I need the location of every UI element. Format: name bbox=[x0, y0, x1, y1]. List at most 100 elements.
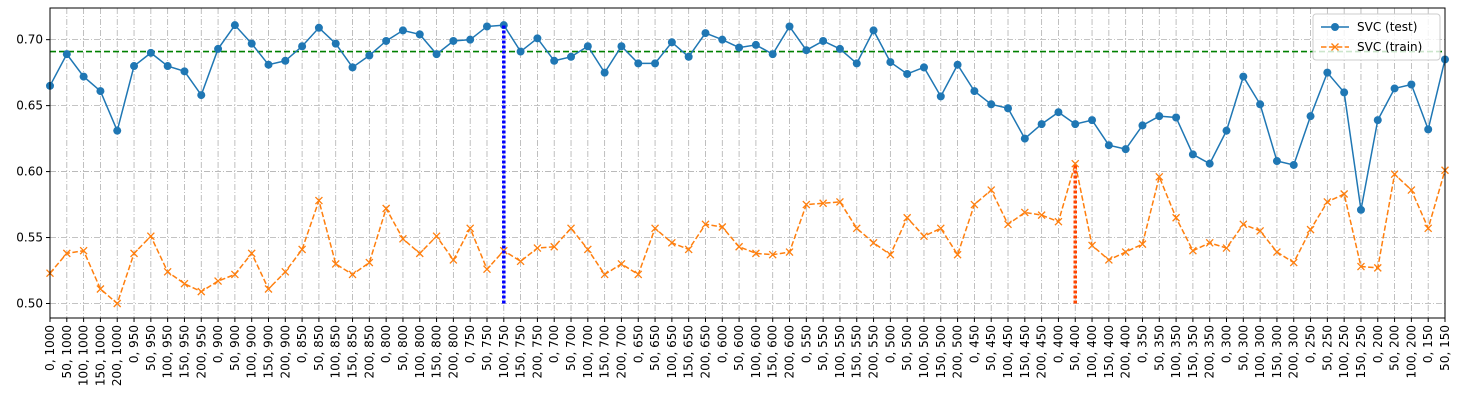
x-tick-label: 0, 750 bbox=[463, 325, 477, 363]
marker bbox=[331, 259, 340, 268]
marker bbox=[499, 21, 508, 30]
marker bbox=[1020, 134, 1029, 143]
marker bbox=[1121, 248, 1130, 257]
plot-frame bbox=[49, 7, 1446, 319]
marker bbox=[550, 242, 559, 251]
marker bbox=[146, 232, 155, 241]
marker bbox=[701, 29, 710, 38]
marker bbox=[247, 39, 256, 48]
marker bbox=[449, 36, 458, 45]
marker bbox=[197, 91, 206, 100]
marker bbox=[886, 250, 895, 259]
marker bbox=[382, 204, 391, 213]
x-tick-label: 100, 850 bbox=[329, 325, 343, 378]
x-tick-label: 50, 550 bbox=[816, 325, 830, 371]
marker bbox=[1004, 220, 1012, 229]
marker bbox=[970, 200, 979, 209]
x-tick-label: 200, 950 bbox=[194, 325, 208, 378]
x-tick-label: 50, 250 bbox=[1320, 325, 1334, 371]
x-tick-label: 50, 850 bbox=[312, 325, 326, 371]
x-tick-label: 150, 250 bbox=[1354, 325, 1368, 378]
marker bbox=[1289, 258, 1298, 267]
marker bbox=[466, 35, 475, 44]
marker bbox=[835, 44, 844, 53]
marker bbox=[264, 60, 273, 69]
marker bbox=[1289, 160, 1298, 169]
marker bbox=[651, 59, 660, 68]
marker bbox=[852, 224, 861, 233]
marker bbox=[197, 287, 206, 296]
x-tick-label: 100, 200 bbox=[1404, 325, 1418, 378]
marker bbox=[1222, 244, 1231, 253]
x-tick-label: 50, 400 bbox=[1068, 325, 1082, 371]
marker bbox=[1340, 88, 1349, 97]
marker bbox=[651, 224, 660, 233]
x-tick-label: 150, 350 bbox=[1186, 325, 1200, 378]
x-tick-label: 0, 300 bbox=[1220, 325, 1234, 363]
x-tick-label: 200, 800 bbox=[446, 325, 460, 378]
marker bbox=[785, 248, 794, 257]
marker bbox=[583, 245, 592, 254]
x-tick-label: 50, 500 bbox=[900, 325, 914, 371]
marker bbox=[96, 87, 105, 96]
x-tick-label: 200, 600 bbox=[783, 325, 797, 378]
x-tick-label: 100, 700 bbox=[581, 325, 595, 378]
marker bbox=[903, 213, 912, 222]
series-line bbox=[49, 163, 1446, 305]
x-tick-label: 100, 350 bbox=[1169, 325, 1183, 378]
marker bbox=[348, 270, 357, 279]
marker bbox=[146, 48, 155, 57]
x-tick-label: 50, 950 bbox=[144, 325, 158, 371]
marker bbox=[768, 50, 777, 59]
x-tick-label: 200, 350 bbox=[1203, 325, 1217, 378]
marker bbox=[1054, 108, 1063, 117]
marker bbox=[1306, 225, 1315, 234]
x-tick-label: 150, 450 bbox=[1018, 325, 1032, 378]
x-tick-label: 100, 600 bbox=[749, 325, 763, 378]
marker bbox=[415, 30, 424, 39]
marker bbox=[1356, 205, 1365, 214]
x-tick-label: 50, 350 bbox=[1152, 325, 1166, 371]
x-tick-label: 0, 900 bbox=[211, 325, 225, 363]
marker bbox=[1004, 104, 1013, 113]
x-tick-label: 0, 400 bbox=[1051, 325, 1065, 363]
marker bbox=[314, 196, 323, 205]
marker bbox=[1071, 120, 1080, 129]
marker bbox=[281, 56, 290, 65]
marker bbox=[1357, 262, 1365, 271]
marker bbox=[130, 249, 138, 258]
marker bbox=[1407, 80, 1416, 89]
marker bbox=[449, 255, 458, 264]
x-tick-label: 150, 1000 bbox=[93, 325, 107, 386]
x-tick-label: 50, 450 bbox=[984, 325, 998, 371]
marker bbox=[567, 224, 575, 233]
x-tick-label: 150, 400 bbox=[1102, 325, 1116, 378]
x-tick-label: 150, 650 bbox=[682, 325, 696, 378]
x-tick-label: 0, 350 bbox=[1135, 325, 1149, 363]
x-tick-label: 200, 700 bbox=[614, 325, 628, 378]
x-tick-label: 200, 500 bbox=[951, 325, 965, 378]
x-tick-label: 150, 850 bbox=[346, 325, 360, 378]
marker bbox=[1424, 125, 1433, 134]
marker bbox=[1121, 145, 1130, 154]
marker bbox=[617, 42, 626, 51]
x-tick-label: 100, 1000 bbox=[77, 325, 91, 386]
x-tick-label: 0, 850 bbox=[295, 325, 309, 363]
marker bbox=[130, 62, 139, 71]
marker bbox=[987, 186, 996, 195]
marker bbox=[735, 242, 744, 251]
marker bbox=[62, 249, 71, 258]
marker bbox=[718, 35, 727, 44]
x-tick-label: 50, 900 bbox=[228, 325, 242, 371]
x-tick-label: 150, 950 bbox=[177, 325, 191, 378]
marker bbox=[1205, 159, 1214, 168]
marker bbox=[1138, 121, 1147, 130]
marker bbox=[1239, 72, 1248, 81]
x-tick-label: 200, 400 bbox=[1119, 325, 1133, 378]
y-tick-label: 0.55 bbox=[16, 231, 43, 245]
marker bbox=[1138, 240, 1147, 249]
x-tick-label: 0, 950 bbox=[127, 325, 141, 363]
marker bbox=[432, 232, 441, 241]
x-tick-label: 100, 450 bbox=[1001, 325, 1015, 378]
marker bbox=[835, 197, 844, 206]
